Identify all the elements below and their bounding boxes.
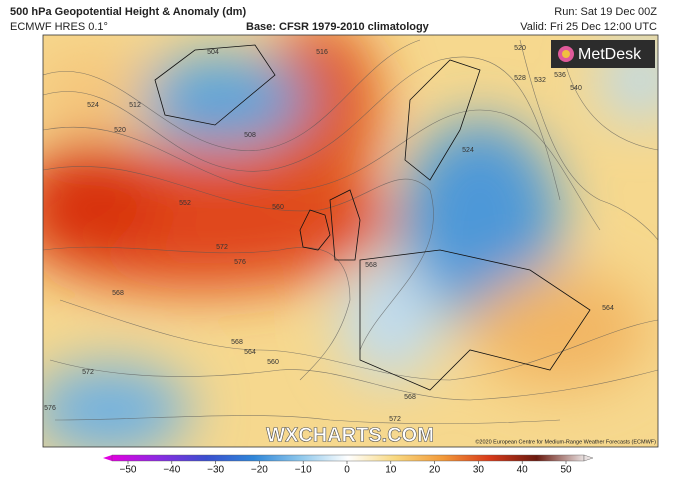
contour-labels: 504 508 512 516 520 520 524 524 528 532 536 540 552 5… — [44, 45, 614, 423]
colorbar-tick-label: −40 — [163, 465, 180, 476]
colorbar-tick-label: 20 — [429, 465, 441, 476]
contour-label: 520 — [514, 45, 526, 52]
contour-label: 560 — [272, 204, 284, 211]
contour-label: 508 — [244, 132, 256, 139]
title: 500 hPa Geopotential Height & Anomaly (d… — [10, 6, 246, 18]
credit: ©2020 European Centre for Medium-Range W… — [475, 438, 656, 445]
contour-label: 528 — [514, 75, 526, 82]
colorbar-tick-label: −30 — [207, 465, 224, 476]
model: ECMWF HRES 0.1° — [10, 21, 108, 33]
colorbar-tick-label: 30 — [473, 465, 485, 476]
contour-label: 540 — [570, 85, 582, 92]
colorbar-tick-label: 40 — [517, 465, 529, 476]
contour-label: 564 — [602, 305, 614, 312]
contour-label: 572 — [216, 244, 228, 251]
contour-label: 524 — [87, 102, 99, 109]
contour-label: 568 — [112, 290, 124, 297]
colorbar-tick-label: −20 — [251, 465, 268, 476]
colorbar-tick-label: 0 — [344, 465, 350, 476]
colorbar — [111, 454, 585, 462]
contour-label: 504 — [207, 49, 219, 56]
contour-label: 572 — [82, 369, 94, 376]
colorbar-tick-label: −10 — [295, 465, 312, 476]
colorbar-tick-label: 10 — [385, 465, 397, 476]
valid: Valid: Fri 25 Dec 12:00 UTC — [520, 21, 657, 33]
contour-label: 560 — [267, 359, 279, 366]
contour-label: 552 — [179, 200, 191, 207]
map — [43, 35, 658, 447]
watermark: WXCHARTS.COM — [266, 424, 434, 446]
contour-label: 536 — [554, 72, 566, 79]
contour-label: 532 — [534, 77, 546, 84]
contour-label: 568 — [231, 339, 243, 346]
contour-label: 568 — [365, 262, 377, 269]
colorbar-tick-label: −50 — [120, 465, 137, 476]
run: Run: Sat 19 Dec 00Z — [554, 6, 657, 18]
colorbar-ticks: −50 −40 −30 −20 −10 0 10 20 30 40 50 — [120, 461, 572, 476]
contour-label: 512 — [129, 102, 141, 109]
contour-label: 564 — [244, 349, 256, 356]
contour-label: 568 — [404, 394, 416, 401]
contour-label: 572 — [389, 416, 401, 423]
base: Base: CFSR 1979-2010 climatology — [246, 21, 430, 33]
contour-label: 576 — [234, 259, 246, 266]
colorbar-tick-label: 50 — [560, 465, 572, 476]
contour-label: 516 — [316, 49, 328, 56]
contour-label: 520 — [114, 127, 126, 134]
contour-label: 576 — [44, 405, 56, 412]
contour-label: 524 — [462, 147, 474, 154]
logo: MetDesk — [578, 46, 642, 63]
